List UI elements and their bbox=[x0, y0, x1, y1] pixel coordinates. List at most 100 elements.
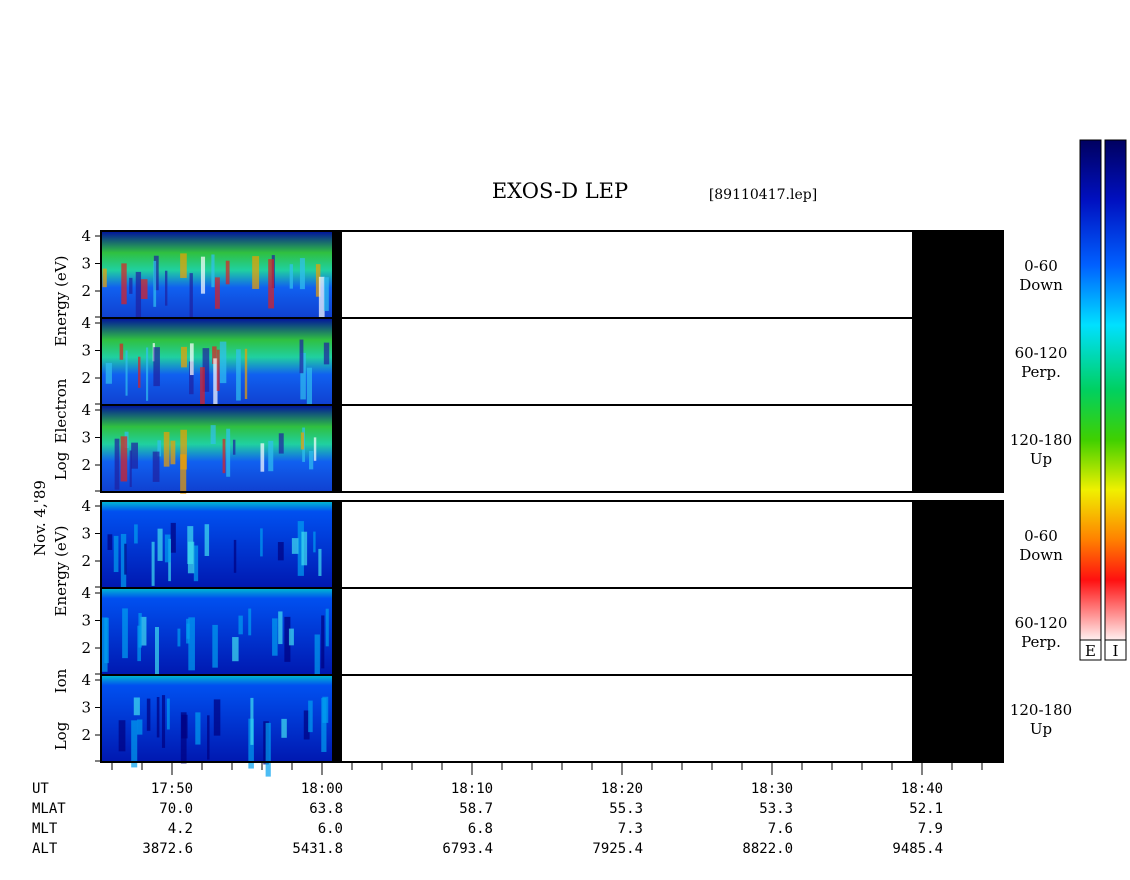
spectrogram-streak bbox=[157, 528, 163, 561]
title: EXOS-D LEP bbox=[492, 179, 628, 203]
pitch-range: 60-120 bbox=[1015, 614, 1068, 632]
spectrogram-streak bbox=[200, 256, 206, 294]
spectrogram-streak bbox=[114, 438, 120, 490]
spectrogram-streak bbox=[303, 710, 310, 740]
ephemeris-value: 8822.0 bbox=[742, 841, 793, 857]
y-tick-label: 4 bbox=[81, 497, 91, 515]
pitch-range: 60-120 bbox=[1015, 344, 1068, 362]
spectrogram-streak bbox=[314, 634, 320, 678]
y-tick-label: 3 bbox=[81, 342, 91, 360]
date-label: Nov. 4,'89 bbox=[31, 480, 49, 556]
spectrogram-streak bbox=[105, 362, 112, 384]
spectrogram-streak bbox=[222, 438, 226, 474]
spectrogram-streak bbox=[289, 264, 293, 289]
ephemeris-value: 5431.8 bbox=[292, 841, 343, 857]
spectrogram-streak bbox=[226, 428, 231, 477]
colorbar bbox=[1104, 139, 1127, 641]
y-tick-label: 4 bbox=[81, 401, 91, 419]
ephemeris-value: 70.0 bbox=[159, 801, 193, 817]
spectrogram-streak bbox=[140, 279, 148, 300]
data-gap bbox=[332, 318, 342, 405]
spectrogram-streak bbox=[204, 524, 210, 556]
spectrogram-streak bbox=[181, 346, 187, 368]
y-tick-label: 2 bbox=[81, 456, 91, 474]
spectrogram-streak bbox=[278, 611, 283, 645]
ephemeris-value: 3872.6 bbox=[142, 841, 193, 857]
no-data bbox=[912, 318, 1003, 405]
ephemeris-value: 6793.4 bbox=[442, 841, 493, 857]
spectrogram-streak bbox=[153, 347, 160, 387]
spectrogram-streak bbox=[157, 440, 162, 457]
spectrogram-streak bbox=[152, 451, 160, 482]
y-tick-label: 4 bbox=[81, 314, 91, 332]
spectrogram-streak bbox=[265, 722, 271, 777]
pitch-range: 120-180 bbox=[1010, 431, 1072, 449]
spectrogram-streak bbox=[131, 720, 138, 768]
spectrogram-streak bbox=[146, 698, 151, 731]
pitch-direction: Perp. bbox=[1021, 633, 1061, 651]
spectrogram-streak bbox=[233, 539, 237, 573]
y-tick-label: 3 bbox=[81, 429, 91, 447]
spectrogram-streak bbox=[214, 277, 220, 309]
spectrogram-streak bbox=[268, 440, 274, 472]
spectrogram-streak bbox=[212, 346, 217, 364]
row-label: MLT bbox=[32, 821, 58, 837]
spectrogram-streak bbox=[323, 277, 329, 311]
data-gap bbox=[332, 405, 342, 492]
spectrogram-streak bbox=[268, 259, 275, 309]
y-tick-label: 3 bbox=[81, 699, 91, 717]
spectrogram-streak bbox=[225, 260, 230, 285]
spectrogram-streak bbox=[277, 542, 284, 561]
colorbar-label: E bbox=[1085, 642, 1096, 660]
spectrogram-streak bbox=[318, 548, 322, 576]
spectrogram-streak bbox=[189, 343, 194, 376]
ephemeris-value: 53.3 bbox=[759, 801, 793, 817]
spectrogram-streak bbox=[153, 260, 157, 307]
spectrogram-streak bbox=[323, 342, 330, 365]
y-tick-label: 2 bbox=[81, 369, 91, 387]
spectrogram-streak bbox=[113, 535, 119, 573]
colorbar-label-box bbox=[1104, 639, 1127, 661]
spectrogram-streak bbox=[151, 541, 155, 586]
spectrogram-streak bbox=[252, 256, 260, 289]
no-data bbox=[912, 501, 1003, 588]
time-label: 18:10 bbox=[451, 781, 493, 797]
spectrogram-streak bbox=[299, 339, 304, 374]
spectrogram-streak bbox=[210, 425, 216, 445]
y-axis-label: Ion bbox=[52, 668, 70, 693]
data-gap bbox=[332, 588, 342, 675]
spectrogram-streak bbox=[180, 429, 187, 470]
spectrogram-streak bbox=[318, 276, 325, 318]
pitch-direction: Down bbox=[1019, 276, 1063, 294]
spectrogram-streak bbox=[118, 720, 126, 752]
spectrogram-streak bbox=[213, 358, 218, 413]
spectrogram-streak bbox=[189, 273, 193, 327]
y-tick-label: 2 bbox=[81, 282, 91, 300]
row-label: ALT bbox=[32, 841, 58, 857]
y-tick-label: 2 bbox=[81, 726, 91, 744]
spectrogram-streak bbox=[281, 718, 287, 738]
pitch-direction: Down bbox=[1019, 546, 1063, 564]
spectrogram-streak bbox=[187, 526, 194, 565]
ephemeris-value: 7925.4 bbox=[592, 841, 643, 857]
spectrogram-streak bbox=[219, 341, 227, 384]
spectrogram-streak bbox=[101, 617, 108, 672]
ephemeris-value: 7.9 bbox=[918, 821, 943, 837]
time-label: 18:40 bbox=[901, 781, 943, 797]
spectrogram-streak bbox=[306, 367, 313, 416]
spectrogram-streak bbox=[212, 624, 218, 668]
spectrogram-streak bbox=[244, 348, 248, 400]
time-label: 18:20 bbox=[601, 781, 643, 797]
spectrogram-streak bbox=[124, 543, 127, 575]
spectrogram-streak bbox=[322, 696, 329, 723]
spectrogram-streak bbox=[137, 719, 143, 735]
spectrogram-streak bbox=[164, 270, 168, 306]
spectrogram-streak bbox=[129, 277, 133, 294]
no-data bbox=[912, 675, 1003, 762]
spectrogram-streak bbox=[146, 347, 149, 401]
y-axis-label: Log bbox=[52, 721, 70, 750]
y-axis-label: Log bbox=[52, 451, 70, 480]
y-tick-label: 2 bbox=[81, 639, 91, 657]
spectrogram-streak bbox=[200, 367, 205, 409]
